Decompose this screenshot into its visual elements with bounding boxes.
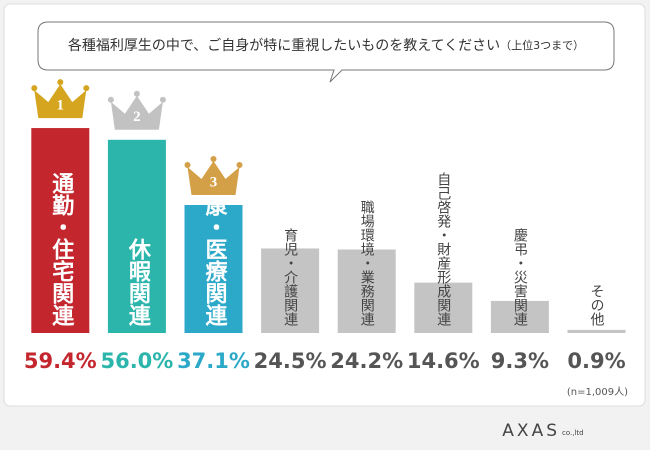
crown-jewel <box>184 162 191 169</box>
title-bubble <box>37 21 615 83</box>
sample-note: (n=1,009人) <box>567 386 628 398</box>
bar <box>107 139 166 333</box>
title-note: （上位3つまで） <box>500 38 584 52</box>
crown-jewel <box>83 85 90 92</box>
bar <box>184 205 243 333</box>
value-label: 9.3% <box>491 349 549 373</box>
logo: AXAS <box>502 421 560 441</box>
crown <box>110 95 163 130</box>
logo-suffix: co.,ltd <box>562 429 584 437</box>
value-label: 24.2% <box>330 349 403 373</box>
category-label: 自己啓発・財産形成関連 <box>435 172 451 327</box>
crown-jewel <box>236 162 243 169</box>
rank-number: 3 <box>210 174 218 190</box>
category-label: 慶弔・災害関連 <box>512 228 528 327</box>
category-label: 職場環境・業務関連 <box>359 200 375 327</box>
crown <box>34 84 87 119</box>
title-main: 各種福利厚生の中で、ご自身が特に重視したいものを教えてください <box>68 38 500 54</box>
crown-jewel <box>133 90 140 97</box>
bar <box>337 249 396 333</box>
bar <box>567 329 626 333</box>
category-label: その他 <box>589 284 605 327</box>
value-label: 24.5% <box>254 349 327 373</box>
bar <box>31 128 90 333</box>
chart-title: 各種福利厚生の中で、ご自身が特に重視したいものを教えてください（上位3つまで） <box>68 38 584 54</box>
crown-jewel <box>159 96 166 103</box>
bar <box>261 248 320 333</box>
value-label: 14.6% <box>407 349 480 373</box>
rank-number: 2 <box>133 109 141 125</box>
rank-number: 1 <box>57 98 65 114</box>
value-label: 37.1% <box>177 349 250 373</box>
crown-jewel <box>31 85 38 92</box>
crown <box>187 161 240 196</box>
crown-jewel <box>107 96 114 103</box>
category-label: 休暇関連 <box>125 238 152 327</box>
category-label: 健康・医療関連 <box>202 171 228 327</box>
bar <box>414 282 473 333</box>
bar <box>490 300 549 333</box>
category-label: 育児・介護関連 <box>282 228 298 327</box>
value-label: 59.4% <box>24 349 97 373</box>
crown-jewel <box>210 156 217 163</box>
value-label: 0.9% <box>567 349 625 373</box>
crown-jewel <box>57 79 64 86</box>
category-label: 通勤・住宅関連 <box>48 172 74 327</box>
value-label: 56.0% <box>100 349 173 373</box>
